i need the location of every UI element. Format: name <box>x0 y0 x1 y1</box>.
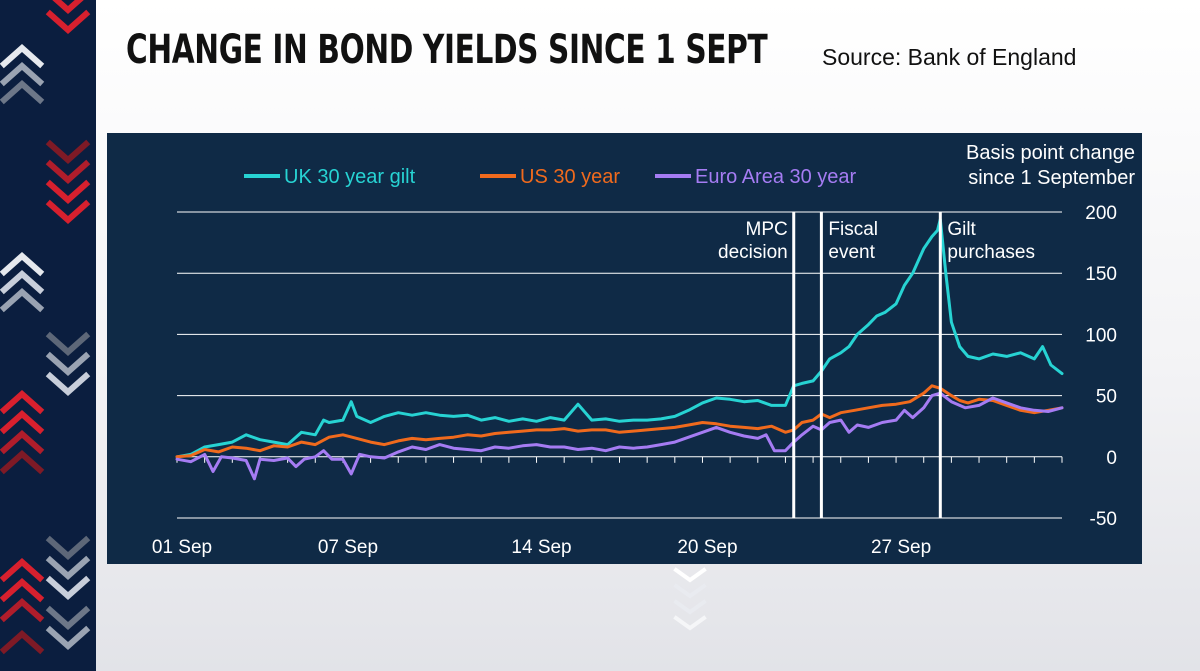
chart-panel: 200 150 100 50 0 -50 01 Sep 07 Sep 14 Sep 20 Sep 2… <box>107 133 1142 564</box>
y-tick-label: 100 <box>1085 325 1117 346</box>
chevron-icon <box>673 567 707 631</box>
x-tick-label: 01 Sep <box>152 537 212 558</box>
x-tick-label: 20 Sep <box>677 537 737 558</box>
series-line <box>175 217 1064 459</box>
event-label: Gilt <box>947 219 976 240</box>
y-tick-label: 200 <box>1085 203 1117 224</box>
x-tick-label: 07 Sep <box>318 537 378 558</box>
y-tick-label: 150 <box>1085 264 1117 285</box>
series-line <box>175 391 1064 481</box>
event-label: decision <box>718 242 788 263</box>
legend-label: Euro Area 30 year <box>695 166 857 188</box>
event-label: Fiscal <box>828 219 878 240</box>
chevron-icon <box>0 0 91 655</box>
y-tick-label: 50 <box>1096 387 1117 408</box>
page-title: CHANGE IN BOND YIELDS SINCE 1 SEPT <box>126 27 768 73</box>
event-label: event <box>828 242 875 263</box>
x-tick-label: 14 Sep <box>511 537 571 558</box>
x-tick-label: 27 Sep <box>871 537 931 558</box>
event-label: purchases <box>947 242 1035 263</box>
decorative-chevron-strip <box>0 0 96 671</box>
bond-yield-chart: 200 150 100 50 0 -50 01 Sep 07 Sep 14 Sep 20 Sep 2… <box>152 142 1135 558</box>
y-axis-title: Basis point change <box>966 142 1135 164</box>
y-tick-label: 0 <box>1106 448 1117 469</box>
source-note: Source: Bank of England <box>822 44 1077 70</box>
legend-label: US 30 year <box>520 166 620 188</box>
legend-label: UK 30 year gilt <box>284 166 416 188</box>
series-line <box>175 384 1064 459</box>
y-axis-title: since 1 September <box>968 167 1135 189</box>
y-tick-label: -50 <box>1090 509 1117 530</box>
event-label: MPC <box>746 219 788 240</box>
